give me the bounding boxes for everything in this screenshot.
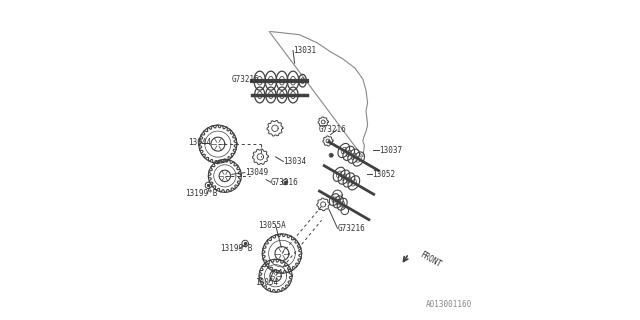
Text: 13052: 13052 — [372, 170, 396, 179]
Text: 13037: 13037 — [379, 146, 402, 155]
Text: 13054: 13054 — [255, 278, 278, 287]
Text: 13199*B: 13199*B — [185, 189, 218, 198]
Text: G73216: G73216 — [232, 75, 259, 84]
Text: G73216: G73216 — [319, 125, 346, 134]
Text: FRONT: FRONT — [419, 250, 443, 270]
Text: G73216: G73216 — [337, 224, 365, 233]
Text: 13199*B: 13199*B — [220, 244, 252, 253]
Text: G73216: G73216 — [271, 178, 299, 187]
Text: 13034: 13034 — [284, 157, 307, 166]
Text: 13055A: 13055A — [258, 220, 286, 229]
Text: A013001160: A013001160 — [426, 300, 472, 309]
Text: 13044: 13044 — [188, 138, 211, 147]
Text: 13049: 13049 — [246, 168, 269, 177]
Text: 13031: 13031 — [293, 46, 316, 55]
